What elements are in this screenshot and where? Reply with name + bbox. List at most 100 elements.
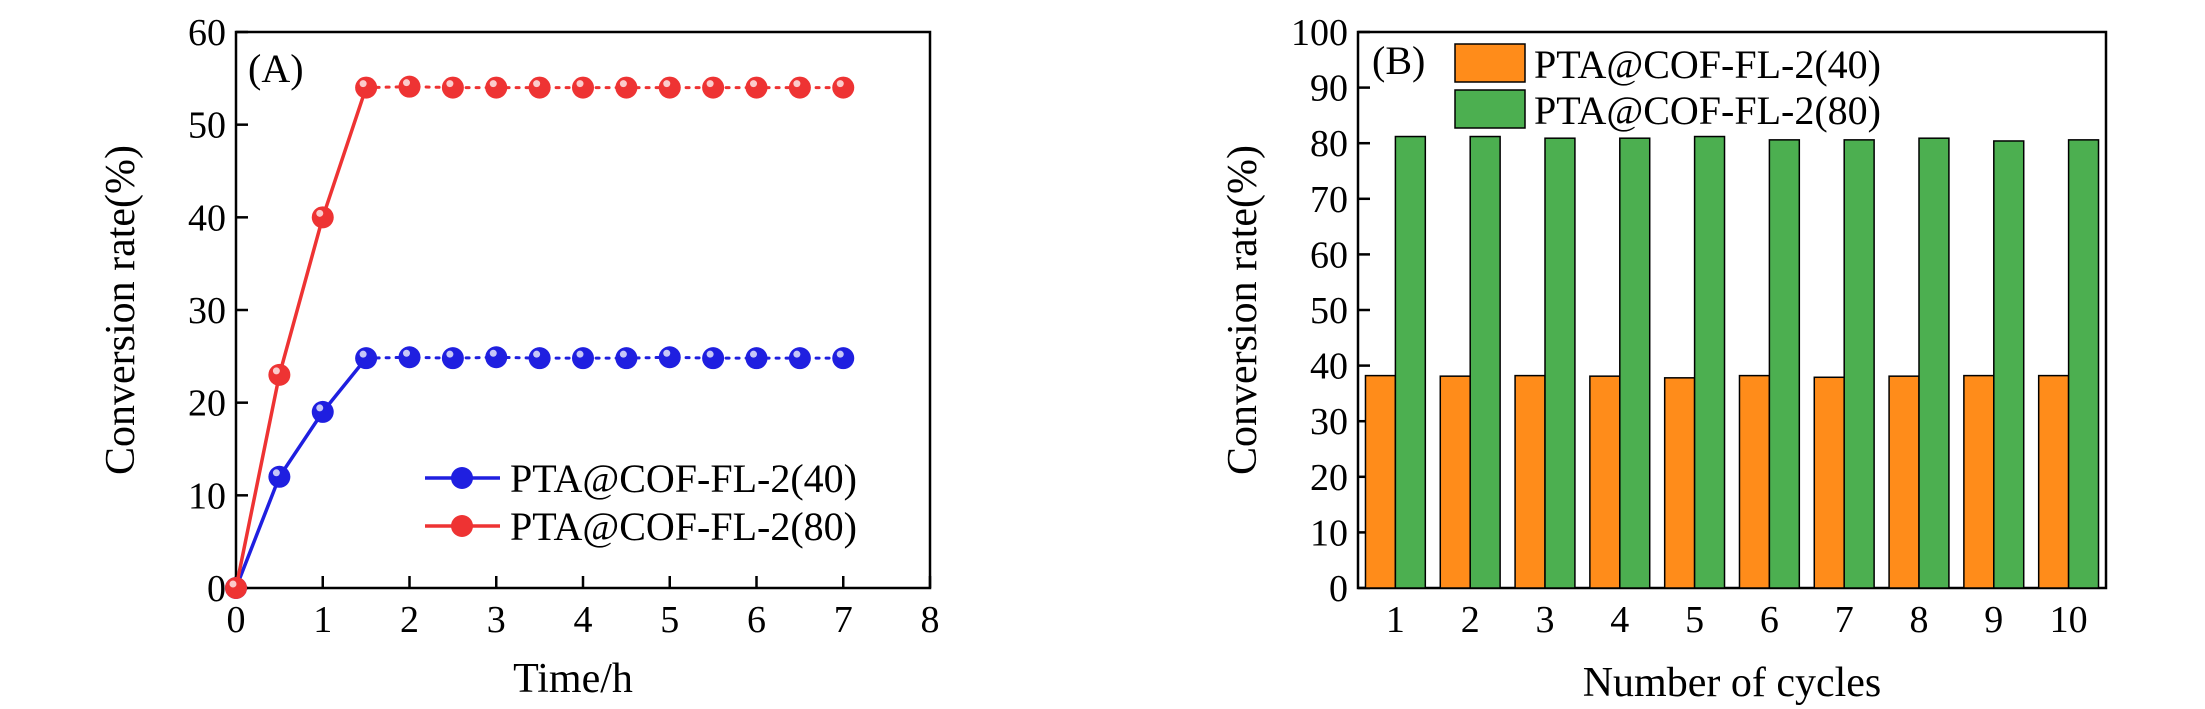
chart-a-data-point (355, 76, 378, 99)
chart-a-series-line (234, 357, 368, 589)
chart-b-bar (1394, 135, 1427, 589)
chart-a-data-point (485, 76, 508, 99)
chart-a-data-point-highlight (663, 80, 671, 88)
chart-b-x-tick-label: 7 (1835, 599, 1854, 641)
chart-a-series-layer (225, 75, 855, 599)
chart-a-data-point (311, 206, 334, 229)
chart-a-x-tick-label: 7 (834, 599, 853, 641)
chart-b-x-tick-label: 1 (1386, 599, 1405, 641)
chart-b-bar (1364, 374, 1397, 589)
chart-a-data-point (441, 347, 464, 370)
chart-a-y-tick-label: 50 (188, 105, 226, 147)
chart-b-bar (1663, 377, 1696, 589)
chart-b-x-tick-label: 5 (1685, 599, 1704, 641)
chart-b-bar (1544, 137, 1576, 589)
chart-a-y-tick-label: 60 (188, 12, 226, 54)
legend-a-marker-1 (451, 467, 473, 489)
chart-b-x-tick-label: 10 (2050, 599, 2088, 641)
legend-b-swatch-2 (1454, 89, 1526, 129)
legend-a-text-2: PTA@COF-FL-2(80) (510, 504, 857, 549)
chart-b-series-2 (1394, 135, 2100, 589)
chart-b-y-tick-label: 20 (1310, 457, 1348, 499)
chart-a-data-point-highlight (533, 350, 541, 358)
chart-a-y-axis-label: Conversion rate(%) (98, 145, 144, 475)
chart-b-bars-layer (1364, 135, 2100, 589)
legend-a-marker-2 (451, 515, 473, 537)
chart-a-data-point-highlight (836, 80, 844, 88)
chart-b-bar (1993, 140, 2025, 589)
chart-a-data-point (268, 465, 291, 488)
chart-b-panel-label: (B) (1372, 38, 1425, 83)
chart-a-data-point-highlight (359, 350, 367, 358)
chart-b-x-tick-label: 8 (1910, 599, 1929, 641)
chart-a-data-point-highlight (446, 80, 454, 88)
chart-a-data-point-highlight (403, 349, 410, 357)
chart-a-data-point-highlight (793, 350, 801, 358)
chart-a-data-point (832, 76, 855, 99)
chart-a-legend: PTA@COF-FL-2(40) PTA@COF-FL-2(80) (425, 456, 857, 549)
chart-b-y-tick-label: 50 (1310, 290, 1348, 332)
chart-a-series-line-dotted (364, 85, 845, 90)
chart-b-y-tick-label: 40 (1310, 346, 1348, 388)
chart-a-y-tick-label: 0 (207, 568, 226, 610)
chart-a-y-tick-label: 30 (188, 290, 226, 332)
chart-b-bar (1918, 137, 1950, 589)
chart-b-ticks: 0 10 20 30 40 50 60 70 80 90 100 1 2 3 4 5 6 7 8 9 10 (1291, 12, 2088, 641)
chart-a-data-point-highlight (706, 80, 714, 88)
chart-a-data-point-highlight (359, 80, 367, 88)
chart-a-data-point-highlight (576, 350, 584, 358)
chart-a-series-2 (225, 75, 855, 599)
chart-a-x-tick-label: 1 (313, 599, 332, 641)
chart-b-y-tick-label: 10 (1310, 512, 1348, 554)
chart-a-data-point (398, 75, 421, 98)
chart-a-data-point (658, 346, 681, 369)
chart-a-data-point (355, 347, 378, 370)
chart-a-series-1 (225, 346, 855, 599)
chart-b-bar (1843, 139, 1875, 589)
chart-b-bar (1693, 135, 1726, 589)
legend-b-text-1: PTA@COF-FL-2(40) (1534, 42, 1881, 87)
chart-a-x-tick-label: 8 (921, 599, 940, 641)
legend-a-text-1: PTA@COF-FL-2(40) (510, 456, 857, 501)
chart-a-series-line (234, 87, 368, 589)
chart-panel-b: 0 10 20 30 40 50 60 70 80 90 100 1 2 3 4 5 6 7 8 9 10 (B) Nu… (1220, 12, 2108, 706)
chart-b-series-1 (1364, 374, 2070, 589)
chart-b-bar (1469, 135, 1501, 589)
chart-panel-a: 0 1 2 3 4 5 6 7 8 0 10 20 30 40 50 60 (A) Time/h Conver… (98, 12, 940, 702)
chart-a-data-point-highlight (663, 349, 671, 357)
chart-a-x-tick-label: 2 (400, 599, 419, 641)
chart-a-x-axis-label: Time/h (513, 656, 633, 702)
chart-a-data-point (788, 347, 811, 370)
chart-b-y-tick-label: 0 (1329, 568, 1348, 610)
chart-b-x-tick-label: 2 (1461, 599, 1480, 641)
chart-a-x-tick-label: 5 (660, 599, 679, 641)
chart-b-bar (1738, 374, 1771, 589)
chart-a-data-point (658, 76, 681, 99)
chart-a-data-point-highlight (446, 350, 454, 358)
chart-b-y-tick-label: 80 (1310, 123, 1348, 165)
chart-a-data-point-highlight (272, 469, 280, 477)
chart-b-bar (1963, 374, 1995, 589)
chart-a-x-tick-label: 6 (747, 599, 766, 641)
chart-b-bar (2037, 374, 2070, 589)
chart-a-data-point-highlight (706, 350, 714, 358)
chart-a-data-point (441, 76, 464, 99)
chart-a-series-line-dotted (364, 355, 845, 360)
chart-b-y-tick-label: 100 (1291, 12, 1348, 54)
chart-b-x-tick-label: 6 (1760, 599, 1779, 641)
chart-b-bar (1619, 137, 1651, 589)
chart-b-x-tick-label: 4 (1610, 599, 1629, 641)
chart-a-data-point-highlight (533, 80, 541, 88)
chart-a-data-point (832, 347, 855, 370)
chart-a-data-point-highlight (619, 350, 627, 358)
chart-a-x-tick-label: 4 (574, 599, 593, 641)
chart-a-data-point-highlight (619, 80, 627, 88)
chart-a-data-point (528, 347, 551, 370)
chart-a-data-point (702, 347, 725, 370)
chart-a-panel-label: (A) (248, 46, 304, 91)
chart-b-y-tick-label: 30 (1310, 401, 1348, 443)
chart-b-x-axis-label: Number of cycles (1583, 660, 1882, 706)
chart-b-x-tick-label: 9 (1984, 599, 2003, 641)
chart-a-data-point (572, 76, 594, 99)
